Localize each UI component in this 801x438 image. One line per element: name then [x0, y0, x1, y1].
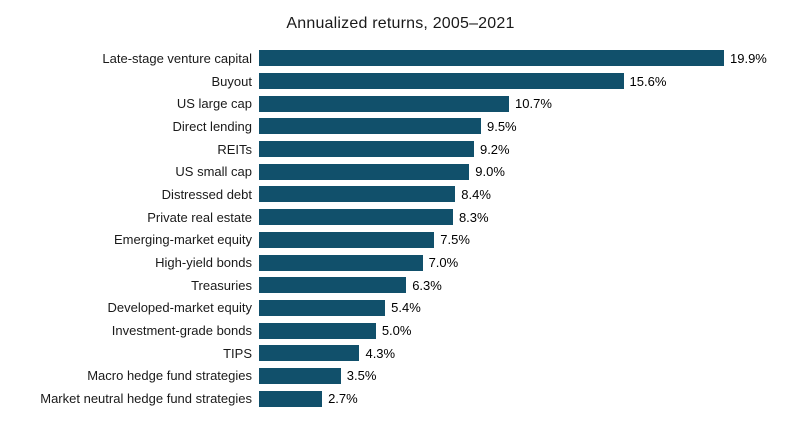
category-label: US small cap	[175, 164, 252, 180]
value-label: 10.7%	[515, 96, 552, 112]
category-label: Private real estate	[147, 209, 252, 225]
bar-track: 15.6%	[259, 70, 801, 93]
bar-row: Emerging-market equity 7.5%	[0, 229, 801, 252]
bar-row: Developed-market equity 5.4%	[0, 297, 801, 320]
bar-row: Buyout 15.6%	[0, 70, 801, 93]
value-label: 6.3%	[412, 277, 442, 293]
bar	[259, 390, 323, 407]
category-label: Treasuries	[191, 277, 252, 293]
category-label: Late-stage venture capital	[102, 50, 252, 66]
bar-track: 6.3%	[259, 274, 801, 297]
value-label: 5.4%	[391, 300, 421, 316]
bar-track: 7.0%	[259, 251, 801, 274]
value-label: 9.0%	[475, 164, 505, 180]
bar-track: 3.5%	[259, 365, 801, 388]
value-label: 9.2%	[479, 141, 510, 157]
value-label: 3.5%	[346, 368, 377, 384]
value-label: 19.9%	[730, 50, 767, 66]
bar-row: US small cap 9.0%	[0, 160, 801, 183]
bar	[259, 231, 435, 248]
category-label: Distressed debt	[161, 186, 252, 202]
value-label: 15.6%	[629, 73, 667, 89]
category-label: Market neutral hedge fund strategies	[40, 391, 252, 407]
category-label: Macro hedge fund strategies	[87, 368, 252, 384]
bar-row: Distressed debt 8.4%	[0, 183, 801, 206]
bar	[259, 322, 376, 339]
bar-row: Treasuries 6.3%	[0, 274, 801, 297]
category-label: High-yield bonds	[155, 255, 252, 271]
bar-track: 7.5%	[259, 229, 801, 252]
bar-chart-rows: Late-stage venture capital 19.9% Buyout 15.…	[0, 47, 801, 410]
value-label: 4.3%	[365, 345, 396, 361]
bar	[259, 73, 624, 90]
bar-track: 5.0%	[259, 319, 801, 342]
bar	[259, 367, 341, 384]
value-label: 5.0%	[381, 323, 412, 339]
value-label: 7.0%	[428, 255, 459, 271]
bar-track: 8.3%	[259, 206, 801, 229]
category-label: REITs	[217, 141, 252, 157]
bar	[259, 95, 510, 112]
bar-row: High-yield bonds 7.0%	[0, 251, 801, 274]
bar	[259, 118, 481, 135]
bar	[259, 163, 470, 180]
bar-track: 4.3%	[259, 342, 801, 365]
bar-track: 10.7%	[259, 92, 801, 115]
category-label: Buyout	[211, 73, 252, 89]
bar-row: Market neutral hedge fund strategies 2.7%	[0, 387, 801, 410]
bar	[259, 209, 453, 226]
value-label: 7.5%	[440, 232, 470, 248]
bar	[259, 277, 407, 294]
bar	[259, 345, 360, 362]
bar-row: Investment-grade bonds 5.0%	[0, 319, 801, 342]
bar-track: 9.2%	[259, 138, 801, 161]
value-label: 9.5%	[486, 118, 517, 134]
bar-track: 5.4%	[259, 297, 801, 320]
bar	[259, 254, 423, 271]
bar-row: REITs 9.2%	[0, 138, 801, 161]
bar-row: Late-stage venture capital 19.9%	[0, 47, 801, 70]
bar-row: Macro hedge fund strategies 3.5%	[0, 365, 801, 388]
value-label: 2.7%	[328, 391, 358, 407]
bar-row: TIPS 4.3%	[0, 342, 801, 365]
bar-row: US large cap 10.7%	[0, 92, 801, 115]
bar-track: 2.7%	[259, 387, 801, 410]
category-label: TIPS	[223, 345, 252, 361]
value-label: 8.3%	[458, 209, 489, 225]
chart-title: Annualized returns, 2005–2021	[286, 15, 515, 32]
category-label: Direct lending	[172, 118, 253, 134]
bar-row: Private real estate 8.3%	[0, 206, 801, 229]
category-label: US large cap	[176, 96, 252, 112]
category-label: Investment-grade bonds	[111, 323, 252, 339]
bar-track: 9.5%	[259, 115, 801, 138]
bar-track: 19.9%	[259, 47, 801, 70]
value-label: 8.4%	[461, 186, 491, 202]
bar	[259, 299, 386, 316]
category-label: Developed-market equity	[107, 300, 252, 316]
bar	[259, 186, 456, 203]
category-label: Emerging-market equity	[114, 232, 252, 248]
bar-track: 9.0%	[259, 160, 801, 183]
bar-track: 8.4%	[259, 183, 801, 206]
bar	[259, 141, 474, 158]
bar-row: Direct lending 9.5%	[0, 115, 801, 138]
bar	[259, 50, 724, 67]
